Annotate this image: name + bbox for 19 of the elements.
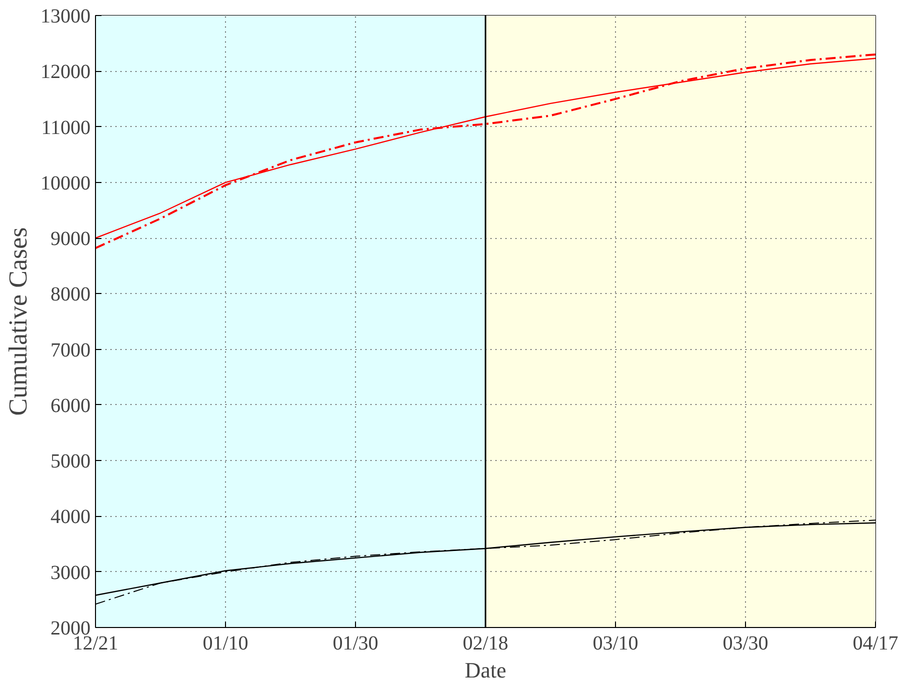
x-tick-label: 03/10	[592, 632, 638, 654]
x-tick-label: 02/18	[462, 632, 508, 654]
y-tick-label: 7000	[50, 339, 90, 362]
y-tick-label: 5000	[50, 450, 90, 473]
y-tick-label: 13000	[40, 6, 90, 28]
y-tick-label: 10000	[40, 172, 90, 194]
y-tick-label: 8000	[50, 284, 90, 306]
x-tick-label: 03/30	[722, 632, 768, 654]
y-tick-label: 12000	[40, 61, 90, 84]
x-tick-label: 04/17	[852, 632, 898, 654]
y-tick-label: 6000	[50, 394, 90, 417]
x-tick-label: 01/30	[332, 632, 378, 654]
y-tick-label: 11000	[41, 116, 91, 139]
y-tick-label: 3000	[50, 562, 90, 584]
x-tick-label: 01/10	[202, 632, 248, 654]
y-tick-label: 9000	[50, 228, 90, 250]
x-axis-title: Date	[464, 658, 506, 682]
y-tick-label: 4000	[50, 506, 90, 528]
y-axis-title: Cumulative Cases	[4, 227, 32, 416]
